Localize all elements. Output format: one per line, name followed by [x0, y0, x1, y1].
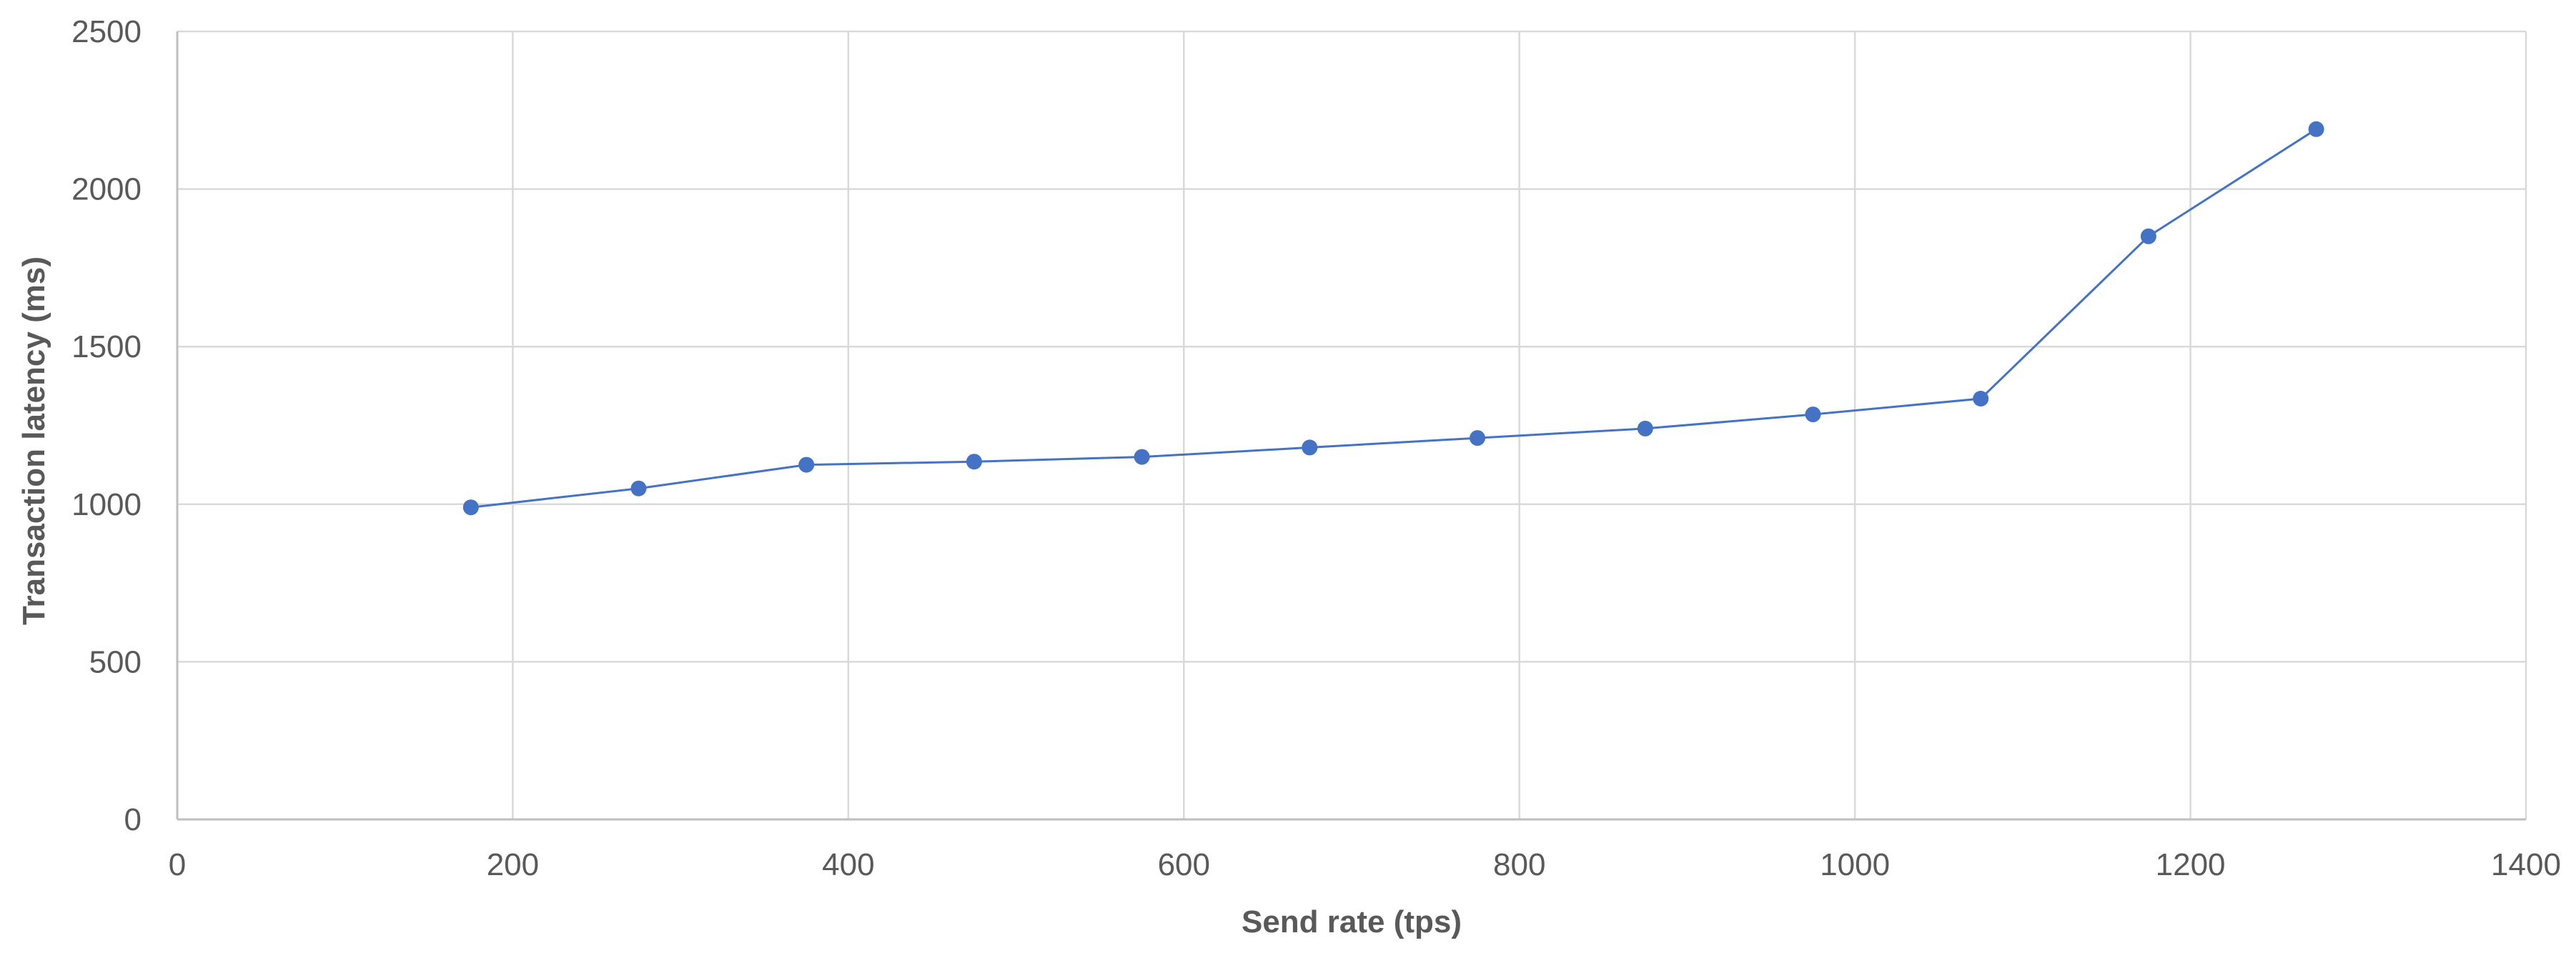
x-axis-title: Send rate (tps)	[1242, 904, 1462, 939]
x-tick-label: 0	[169, 847, 186, 882]
axes	[176, 31, 2526, 821]
data-point	[966, 454, 982, 470]
data-point	[1470, 430, 1485, 446]
x-tick-label: 200	[487, 847, 539, 882]
y-tick-label: 2500	[71, 14, 142, 49]
x-tick-label: 600	[1158, 847, 1210, 882]
x-tick-label: 1200	[2156, 847, 2226, 882]
data-point	[462, 499, 479, 516]
x-tick-label: 1400	[2491, 847, 2561, 882]
gridlines	[177, 30, 2527, 819]
data-point	[2140, 228, 2156, 244]
y-tick-label: 500	[89, 644, 142, 679]
data-point	[630, 480, 647, 497]
y-tick-label: 0	[124, 802, 142, 837]
data-point	[798, 456, 815, 473]
x-tick-label: 800	[1493, 847, 1545, 882]
data-point	[1302, 439, 1318, 456]
x-tick-label: 400	[822, 847, 874, 882]
series-line	[470, 128, 2317, 509]
data-point	[1805, 406, 1821, 423]
x-tick-label: 1000	[1820, 847, 1890, 882]
y-tick-label: 1500	[71, 329, 142, 364]
y-tick-label: 2000	[71, 172, 142, 207]
data-series	[462, 121, 2324, 516]
data-point	[1134, 449, 1150, 465]
tick-labels: 0 500 1000 1500 2000 2500 0 200 400 600 800 1000 120…	[71, 14, 2561, 882]
data-point	[1973, 391, 1989, 406]
data-point	[2308, 121, 2324, 137]
y-axis-title: Transaction latency (ms)	[16, 256, 51, 625]
y-tick-label: 1000	[71, 487, 142, 522]
data-point	[1637, 420, 1653, 436]
